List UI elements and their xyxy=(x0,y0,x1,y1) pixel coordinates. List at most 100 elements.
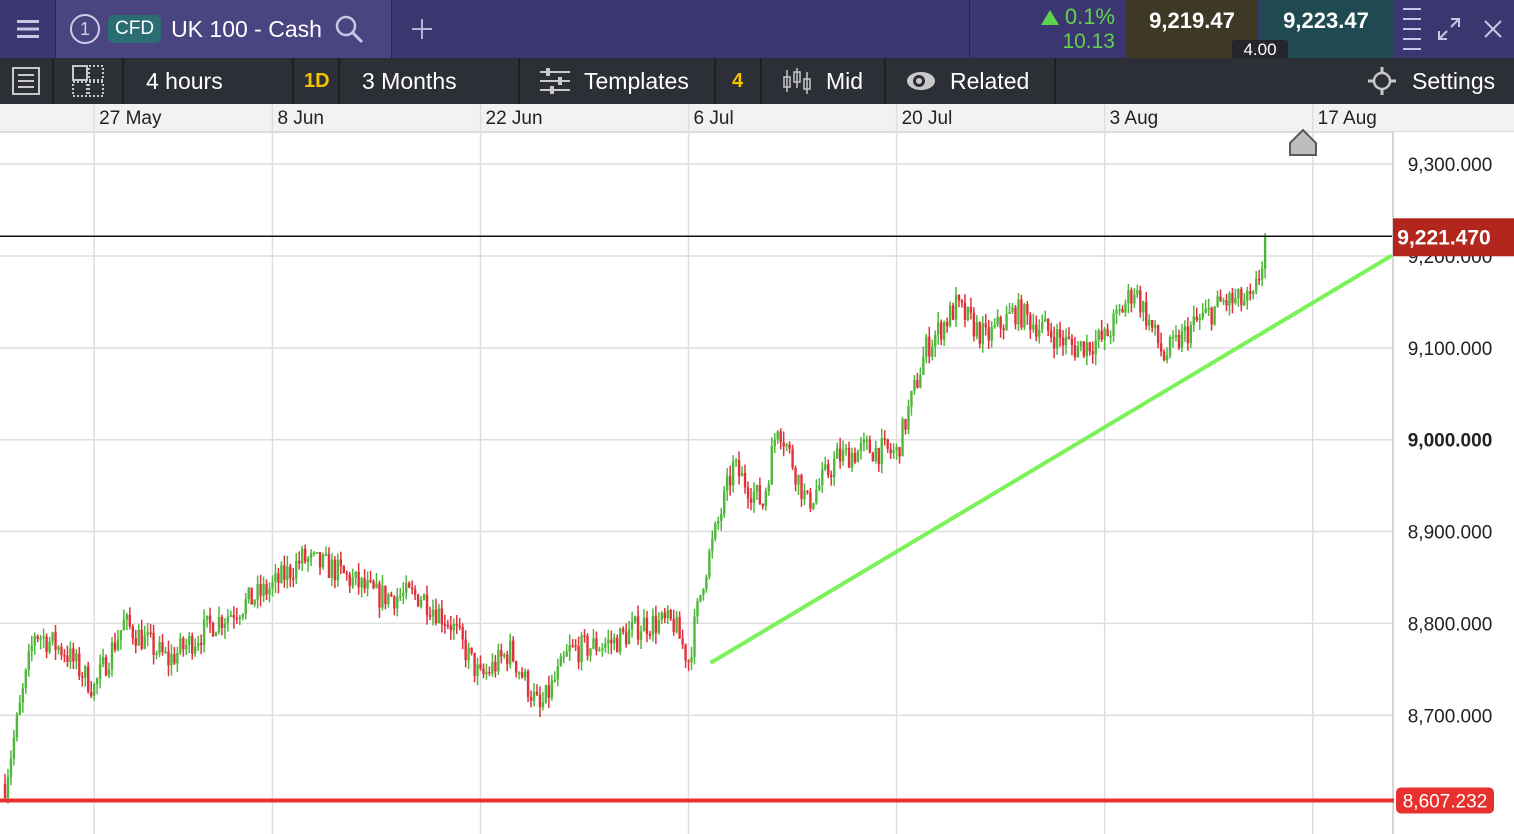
candle-body xyxy=(740,472,744,477)
candle-body xyxy=(312,552,316,554)
candle-body xyxy=(1049,330,1053,338)
candle-body xyxy=(696,601,699,617)
candle-body xyxy=(1204,308,1207,313)
candle-body xyxy=(84,666,87,678)
layout-button[interactable] xyxy=(54,58,122,104)
menu-icon xyxy=(16,20,39,38)
candle-body xyxy=(978,322,982,344)
candle-body xyxy=(942,321,946,340)
candle-body xyxy=(1130,290,1133,304)
panel-toggle-button[interactable] xyxy=(0,58,52,104)
candle-body xyxy=(577,646,580,663)
templates-button[interactable]: Templates xyxy=(540,58,689,104)
candle-body xyxy=(642,617,646,632)
candle-body xyxy=(440,608,444,625)
candle-body xyxy=(357,571,360,588)
candle-body xyxy=(1174,334,1178,337)
candle-body xyxy=(45,636,48,653)
candle-body xyxy=(907,406,910,430)
price-type-selector[interactable]: Mid xyxy=(782,58,863,104)
candle-body xyxy=(87,666,90,692)
candle-body xyxy=(526,671,530,698)
candle-body xyxy=(301,548,304,564)
candle-body xyxy=(66,655,69,662)
candle-body xyxy=(24,669,28,689)
candle-body xyxy=(461,626,464,640)
trend-line[interactable] xyxy=(709,253,1394,665)
interval-badge[interactable]: 1D xyxy=(304,69,330,92)
settings-button[interactable]: Settings xyxy=(1368,58,1495,104)
candle-body xyxy=(764,491,768,507)
candle-body xyxy=(705,576,708,589)
candle-body xyxy=(589,648,592,656)
candle-body xyxy=(271,582,274,589)
search-icon[interactable] xyxy=(334,14,364,44)
candle-body xyxy=(859,443,863,451)
menu-button[interactable] xyxy=(0,0,55,58)
candle-body xyxy=(125,614,129,620)
candle-body xyxy=(188,635,191,645)
layout-grid-icon xyxy=(72,65,104,97)
period-selector[interactable]: 3 Months xyxy=(362,67,457,94)
candle-body xyxy=(158,642,161,654)
candle-body xyxy=(208,615,212,624)
candle-body xyxy=(523,671,527,678)
chart-toolbar: 4 hours 1D 3 Months Templates 4 Mid Rela… xyxy=(0,58,1514,104)
x-tick-label: 27 May xyxy=(99,108,162,129)
candle-body xyxy=(467,647,470,661)
candle-body xyxy=(1192,316,1195,326)
candle-body xyxy=(1171,336,1175,339)
candle-body xyxy=(1195,316,1198,321)
candle-body xyxy=(1260,268,1264,280)
candle-body xyxy=(981,323,984,344)
instrument-tab[interactable]: 1 CFD UK 100 - Cash xyxy=(56,0,391,58)
candle-body xyxy=(30,645,33,652)
candle-body xyxy=(476,664,479,676)
candle-body xyxy=(690,656,693,662)
candle-body xyxy=(1139,290,1142,313)
candle-body xyxy=(934,334,937,347)
templates-count: 4 xyxy=(732,69,744,92)
candle-body xyxy=(619,628,622,653)
candle-body xyxy=(815,489,818,504)
candle-body xyxy=(1100,330,1103,340)
candle-body xyxy=(832,458,836,477)
candle-body xyxy=(627,629,631,645)
home-icon[interactable] xyxy=(1289,128,1317,156)
candle-body xyxy=(583,635,586,637)
interval-selector[interactable]: 4 hours xyxy=(146,67,223,94)
candle-body xyxy=(449,625,452,631)
add-tab-button[interactable] xyxy=(392,0,452,58)
candle-body xyxy=(205,615,209,620)
candle-body xyxy=(1153,325,1157,328)
price-chart[interactable]: 27 May 8 Jun 22 Jun 6 Jul 20 Jul 3 Aug 17 Aug … xyxy=(0,104,1514,834)
sell-button[interactable]: 9,219.47 xyxy=(1126,0,1258,58)
candle-body xyxy=(342,566,346,573)
candle-body xyxy=(1064,336,1068,346)
candle-body xyxy=(746,487,750,499)
candlestick-icon xyxy=(783,68,811,94)
candle-body xyxy=(298,560,301,564)
close-icon[interactable] xyxy=(1484,20,1502,38)
expand-icon[interactable] xyxy=(1438,18,1460,40)
settings-label: Settings xyxy=(1412,67,1496,94)
candle-body xyxy=(250,587,253,605)
current-price-label: 9,221.470 xyxy=(1393,218,1514,257)
candle-body xyxy=(1029,314,1032,330)
candle-body xyxy=(173,654,176,664)
x-tick-label: 3 Aug xyxy=(1110,108,1159,129)
candle-body xyxy=(1058,329,1062,338)
candle-body xyxy=(1085,342,1089,357)
candle-body xyxy=(116,639,120,650)
related-button[interactable]: Related xyxy=(906,58,1029,104)
candle-body xyxy=(963,302,967,320)
support-price-label: 8,607.232 xyxy=(1396,787,1494,814)
candle-body xyxy=(199,642,203,645)
candle-body xyxy=(931,346,934,357)
drag-handle-icon[interactable] xyxy=(1402,4,1422,54)
candle-body xyxy=(758,485,762,505)
candle-body xyxy=(910,391,913,407)
candle-body xyxy=(553,679,557,682)
y-tick-label: 8,900.000 xyxy=(1408,523,1493,544)
candle-body xyxy=(568,645,571,652)
